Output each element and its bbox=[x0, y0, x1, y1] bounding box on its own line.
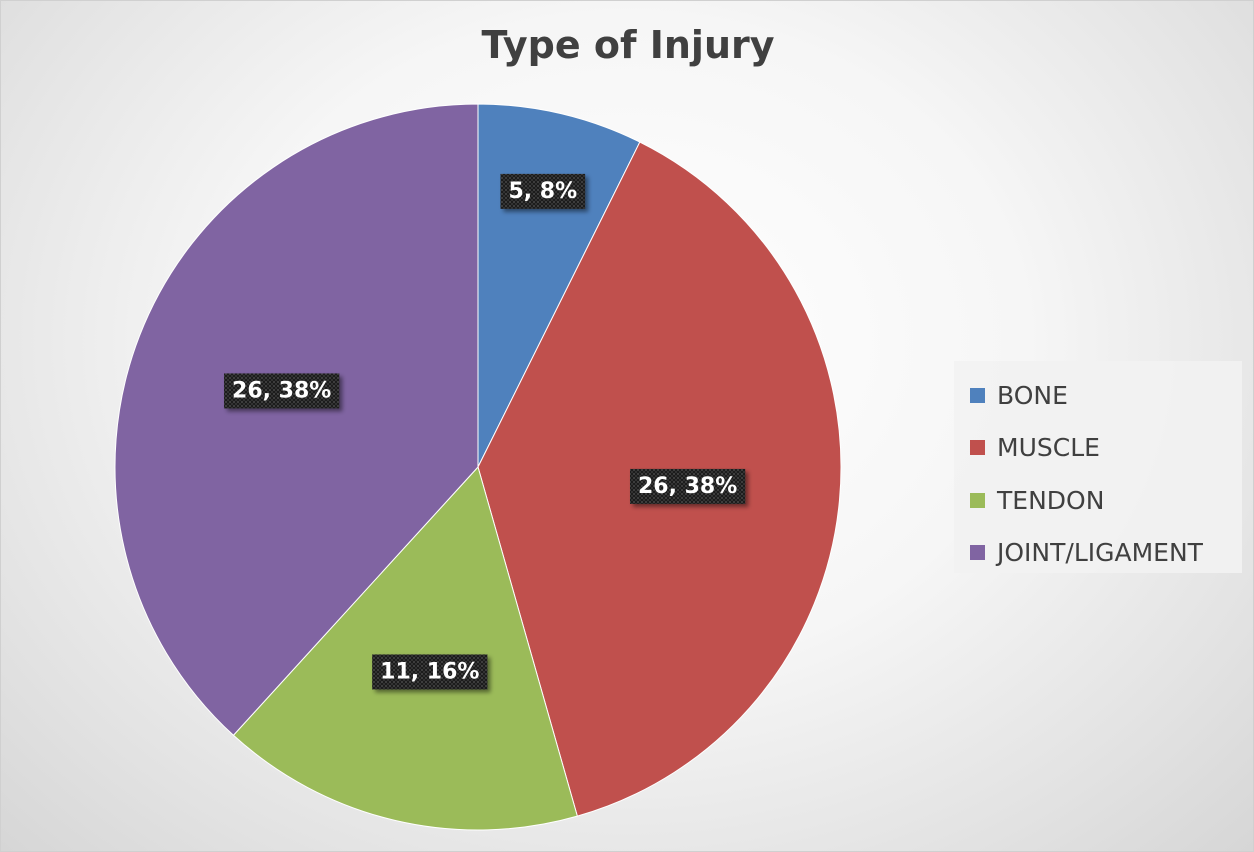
legend-label-muscle: MUSCLE bbox=[997, 433, 1100, 463]
data-label-bone: 5, 8% bbox=[500, 173, 586, 209]
legend-swatch-muscle bbox=[970, 440, 985, 456]
legend: BONE MUSCLE TENDON JOINT/LIGAMENT bbox=[954, 361, 1242, 573]
data-label-background-muscle bbox=[629, 468, 746, 504]
data-label-background-bone bbox=[500, 173, 586, 209]
data-label-text-muscle: 26, 38% bbox=[638, 474, 737, 499]
legend-swatch-joint-ligament bbox=[970, 545, 985, 561]
data-label-text-joint-ligament: 26, 38% bbox=[232, 378, 331, 403]
pie-slices bbox=[114, 103, 842, 831]
legend-swatch-bone bbox=[970, 387, 985, 403]
legend-label-bone: BONE bbox=[997, 380, 1068, 410]
data-label-background-tendon bbox=[372, 654, 488, 690]
pie-data-labels: 5, 8% 26, 38% 11, 16% 26, 38% bbox=[224, 173, 746, 690]
data-label-background-joint-ligament bbox=[224, 373, 340, 409]
legend-item-bone: BONE bbox=[954, 369, 1242, 422]
data-label-text-tendon: 11, 16% bbox=[380, 659, 479, 684]
data-label-text-bone: 5, 8% bbox=[508, 179, 577, 204]
legend-item-tendon: TENDON bbox=[954, 474, 1242, 527]
legend-label-tendon: TENDON bbox=[997, 485, 1105, 515]
pie-slice-joint-ligament bbox=[114, 103, 479, 736]
data-label-tendon: 11, 16% bbox=[372, 654, 488, 690]
legend-swatch-tendon bbox=[970, 492, 985, 508]
legend-item-muscle: MUSCLE bbox=[954, 422, 1242, 475]
chart-title: Type of Injury bbox=[481, 23, 775, 67]
pie-slice-tendon bbox=[232, 465, 578, 831]
data-label-joint-ligament: 26, 38% bbox=[224, 373, 340, 409]
legend-label-joint-ligament: JOINT/LIGAMENT bbox=[997, 538, 1203, 568]
legend-item-joint-ligament: JOINT/LIGAMENT bbox=[954, 527, 1242, 580]
data-label-muscle: 26, 38% bbox=[629, 468, 746, 504]
